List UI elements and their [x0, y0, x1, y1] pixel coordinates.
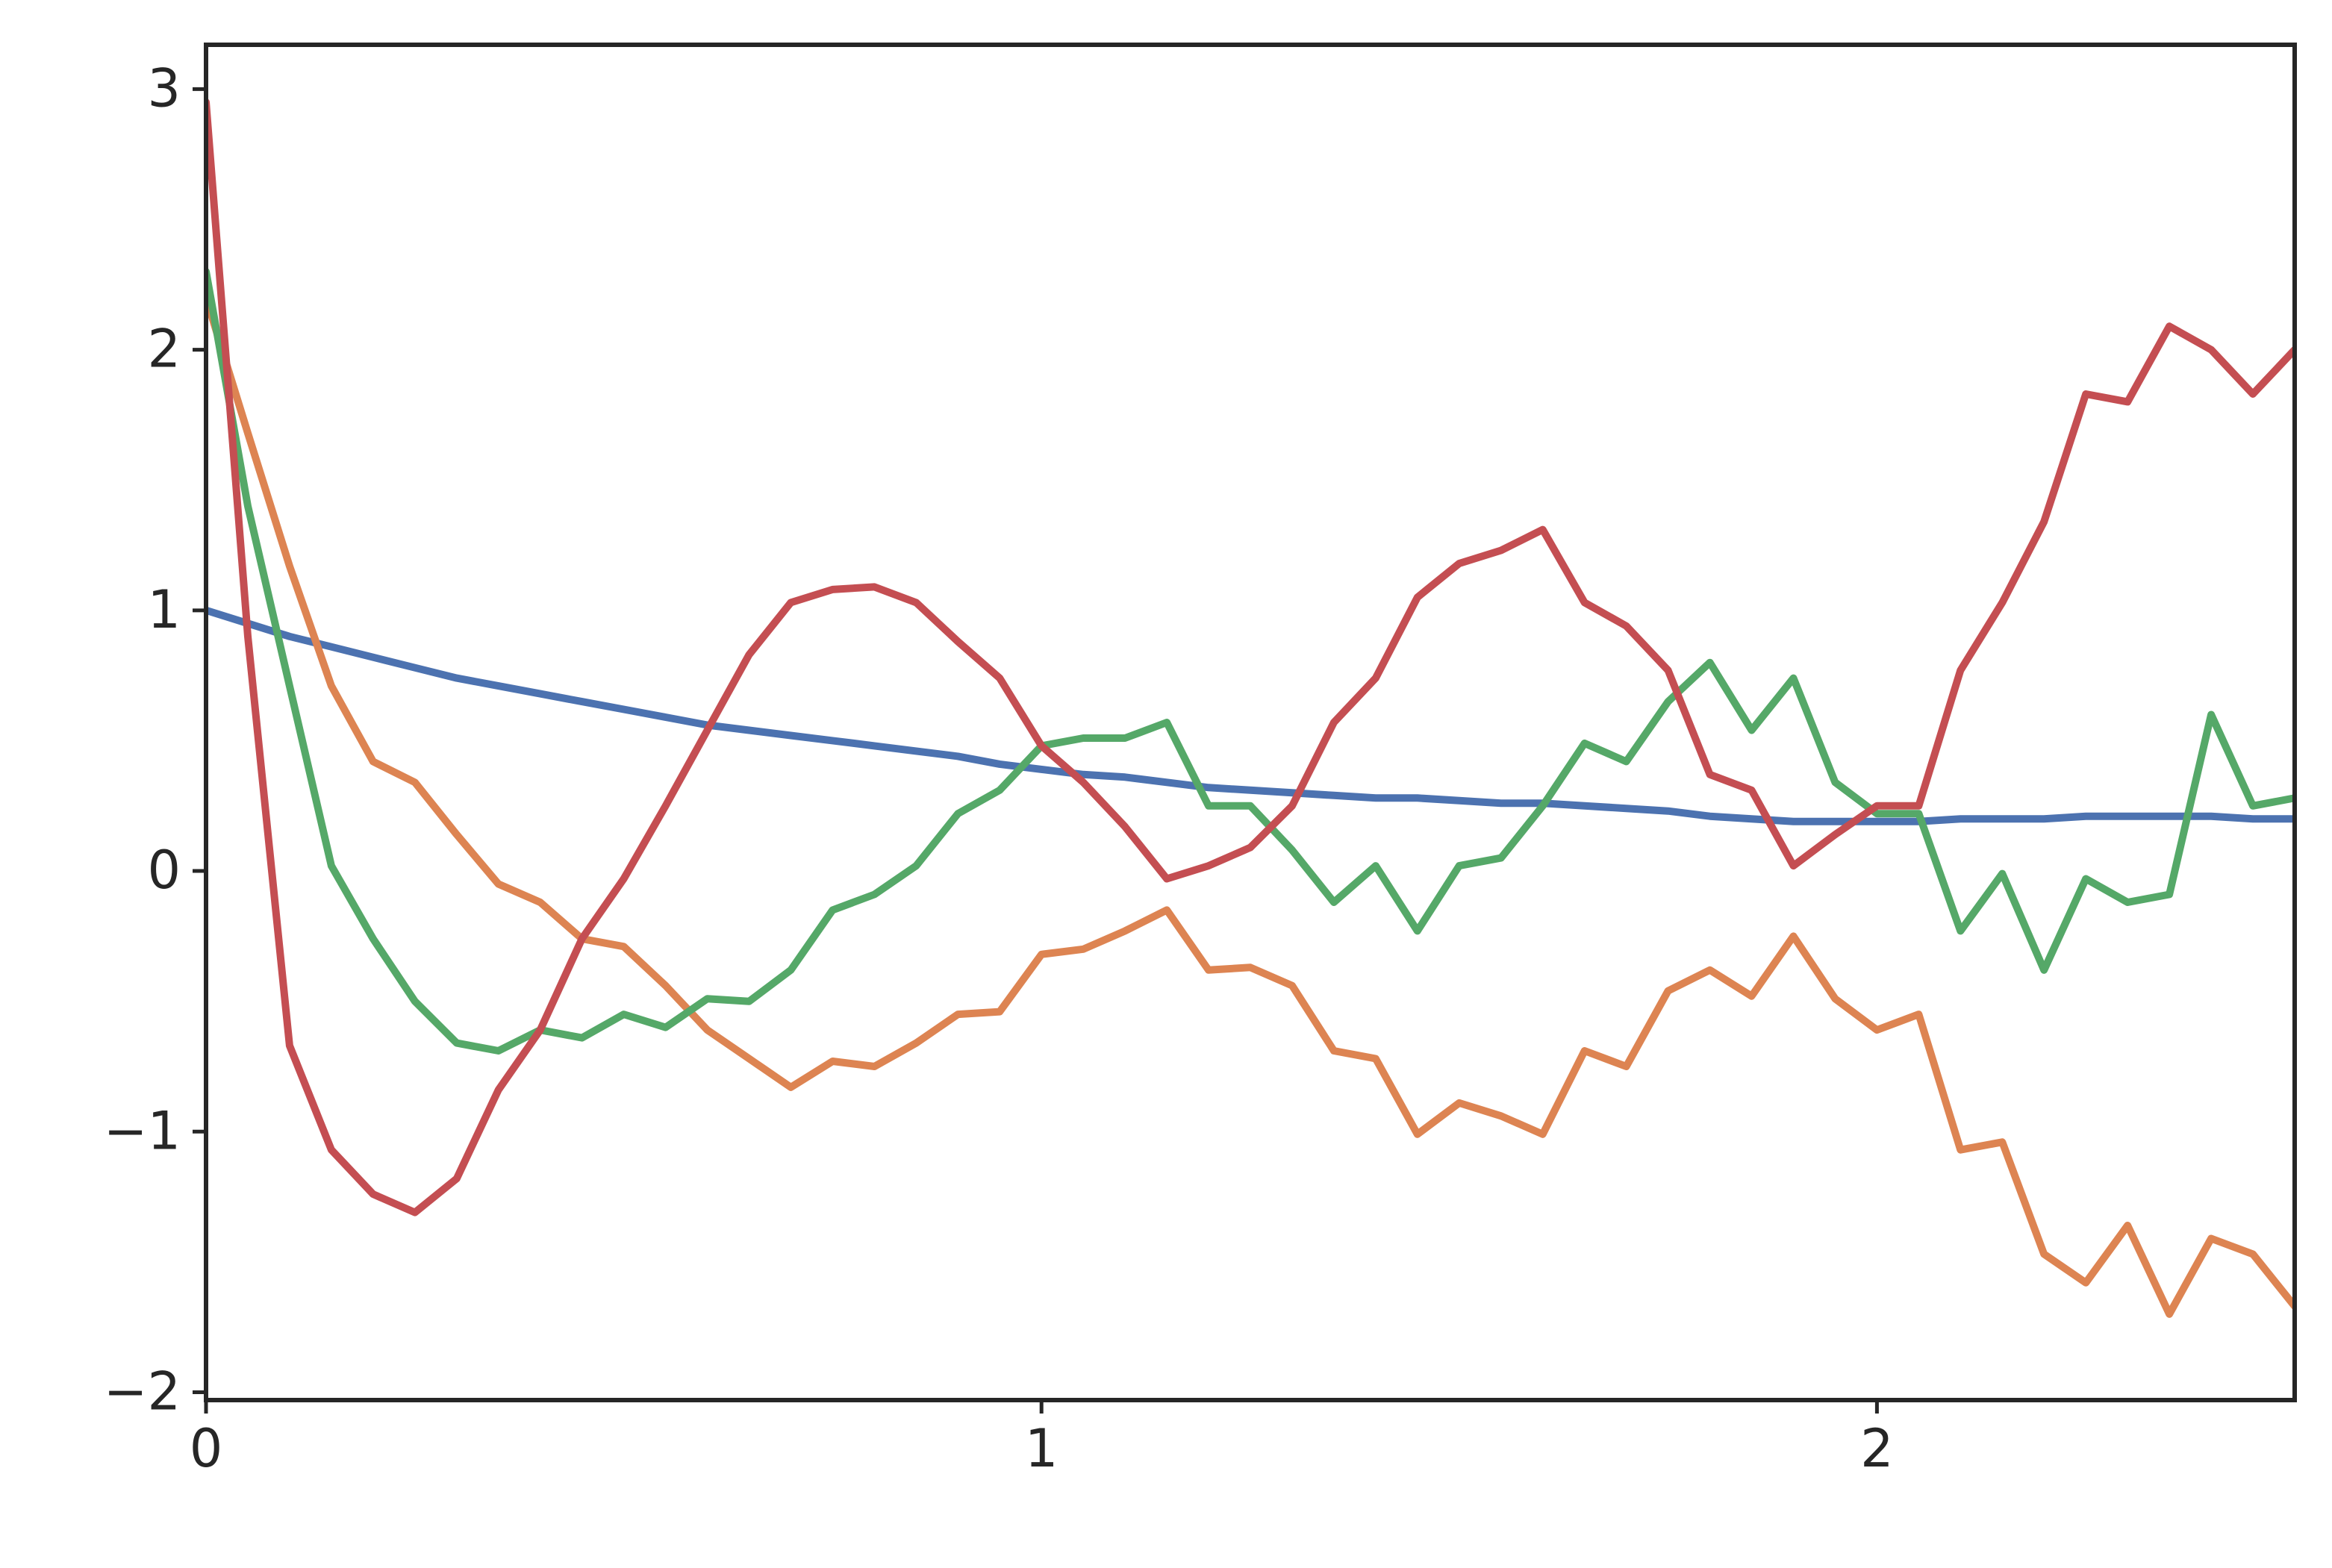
x-tick-label: 0 — [190, 1418, 223, 1479]
series-line — [206, 606, 2295, 825]
y-tick-label: −2 — [104, 1361, 181, 1422]
x-tick-label: 1 — [1025, 1418, 1059, 1479]
y-tick-label: 1 — [147, 579, 181, 640]
series-line — [206, 98, 2295, 1216]
y-tick-label: −1 — [104, 1100, 181, 1161]
series-line — [206, 267, 2295, 1055]
y-tick-label: 3 — [147, 57, 181, 119]
y-tick-label: 0 — [147, 840, 181, 901]
plot-frame — [204, 43, 2297, 1402]
x-tick-label: 2 — [1860, 1418, 1894, 1479]
series-line — [206, 293, 2295, 1318]
y-tick-label: 2 — [147, 319, 181, 380]
